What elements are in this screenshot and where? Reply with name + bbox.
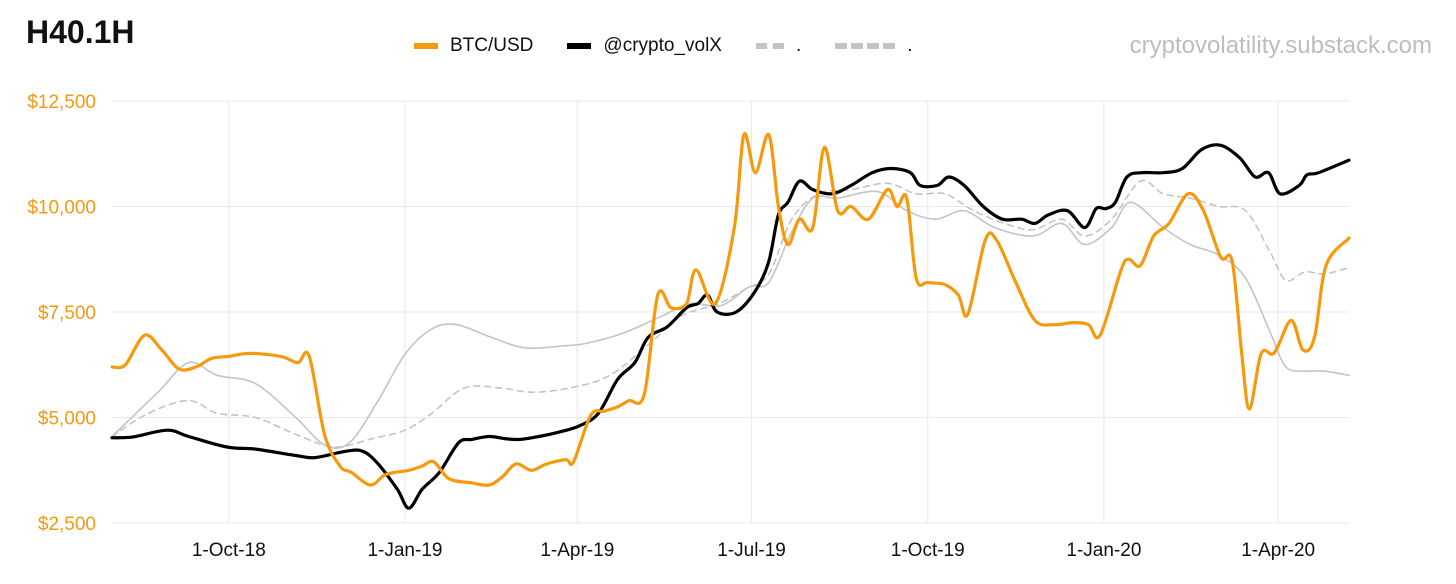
- y-tick-label: $12,500: [27, 92, 96, 113]
- legend-label-dashed: .: [795, 35, 802, 56]
- source-label: cryptovolatility.substack.com: [1129, 32, 1432, 59]
- y-tick-label: $2,500: [38, 514, 96, 535]
- x-tick-label: 1-Apr-19: [540, 540, 614, 561]
- series-lines: [110, 132, 1351, 510]
- y-tick-label: $5,000: [38, 409, 96, 430]
- y-tick-label: $7,500: [38, 303, 96, 324]
- x-tick-label: 1-Apr-20: [1241, 540, 1315, 561]
- legend: BTC/USD @crypto_volX . .: [414, 34, 947, 58]
- series-line-grey-solid: [111, 190, 1350, 449]
- legend-swatch-vol: [567, 43, 592, 49]
- series-line-btc-usd: [110, 132, 1351, 487]
- legend-item-dashed: .: [755, 35, 802, 57]
- chart-title: H40.1H: [26, 14, 135, 50]
- x-tick-label: 1-Oct-19: [891, 540, 965, 561]
- legend-swatch-dashed: [755, 43, 784, 49]
- legend-swatch-btc: [414, 43, 438, 49]
- grid: [112, 100, 1349, 524]
- x-tick-label: 1-Oct-18: [192, 540, 266, 561]
- x-tick-label: 1-Jan-20: [1066, 540, 1141, 561]
- legend-label-grey: .: [907, 35, 913, 56]
- legend-item-grey: .: [835, 35, 913, 57]
- x-tick-label: 1-Jul-19: [717, 540, 786, 561]
- y-tick-label: $10,000: [27, 198, 96, 219]
- legend-item-btc: BTC/USD: [414, 35, 533, 57]
- series-line-crypto-volx: [110, 143, 1351, 510]
- series-line-grey-dashed: [111, 179, 1350, 448]
- y-axis: $2,500 $5,000 $7,500 $10,000 $12,500: [27, 92, 96, 535]
- legend-label-btc: BTC/USD: [450, 35, 534, 56]
- legend-label-vol: @crypto_volX: [603, 35, 722, 56]
- legend-swatch-grey: [835, 43, 896, 49]
- x-tick-label: 1-Jan-19: [367, 540, 442, 561]
- x-axis: 1-Oct-18 1-Jan-19 1-Apr-19 1-Jul-19 1-Oct-19…: [192, 540, 1315, 561]
- legend-item-vol: @crypto_volX: [567, 35, 722, 57]
